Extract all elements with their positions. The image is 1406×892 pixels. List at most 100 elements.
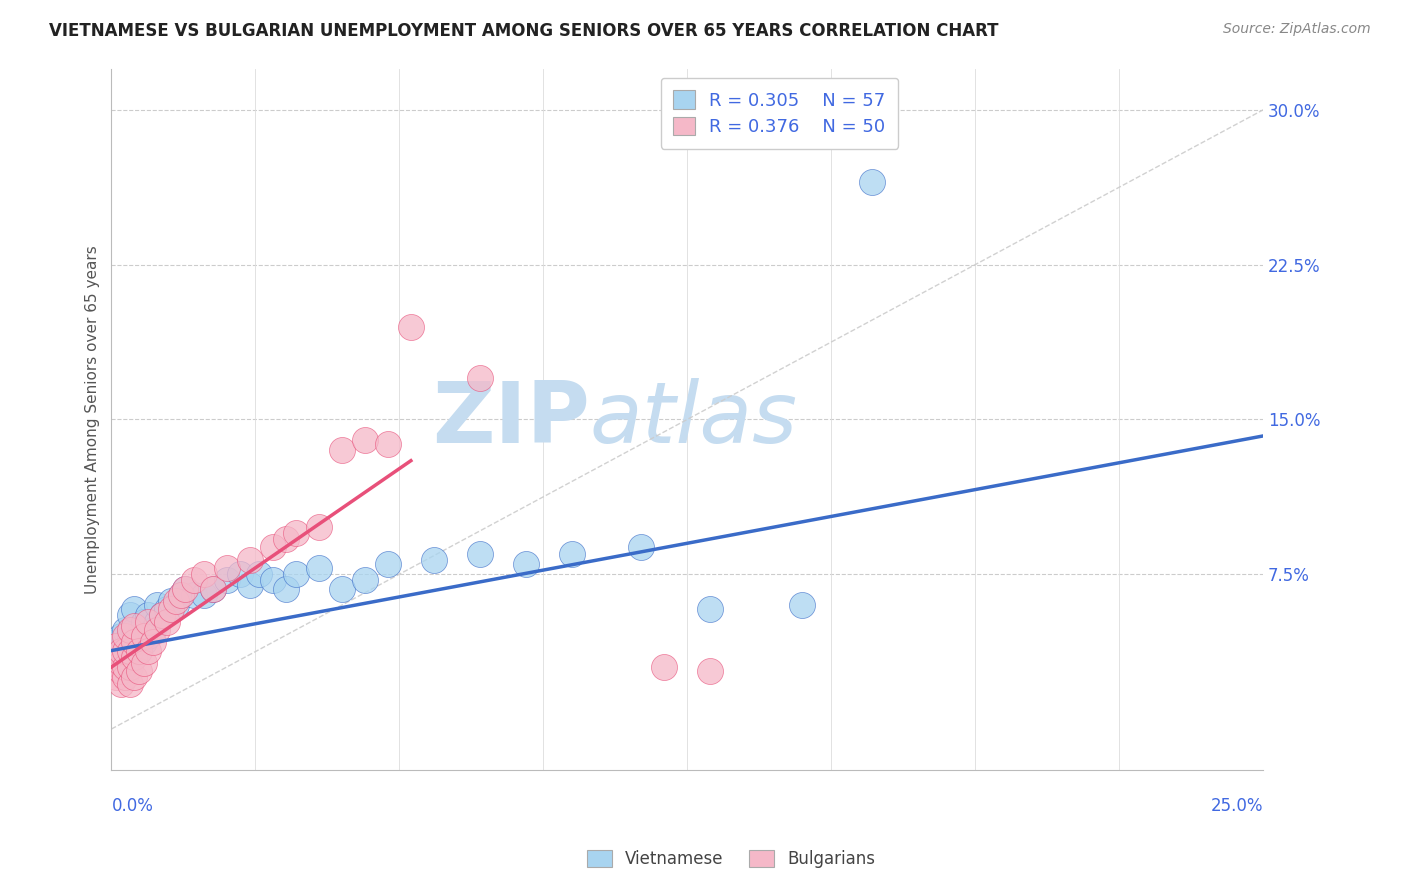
Point bbox=[165, 598, 187, 612]
Point bbox=[114, 660, 136, 674]
Point bbox=[136, 629, 159, 643]
Point bbox=[118, 676, 141, 690]
Point bbox=[652, 660, 675, 674]
Point bbox=[136, 608, 159, 623]
Point bbox=[132, 629, 155, 643]
Point bbox=[247, 567, 270, 582]
Point bbox=[118, 643, 141, 657]
Point bbox=[110, 656, 132, 670]
Point bbox=[105, 635, 128, 649]
Point bbox=[132, 635, 155, 649]
Point bbox=[136, 615, 159, 629]
Point bbox=[124, 602, 146, 616]
Point bbox=[105, 660, 128, 674]
Point bbox=[124, 623, 146, 637]
Point bbox=[215, 574, 238, 588]
Point bbox=[118, 608, 141, 623]
Point bbox=[860, 175, 883, 189]
Point bbox=[118, 656, 141, 670]
Point bbox=[110, 643, 132, 657]
Point bbox=[183, 574, 205, 588]
Point bbox=[276, 582, 298, 596]
Point bbox=[114, 629, 136, 643]
Legend: Vietnamese, Bulgarians: Vietnamese, Bulgarians bbox=[581, 843, 882, 875]
Text: Source: ZipAtlas.com: Source: ZipAtlas.com bbox=[1223, 22, 1371, 37]
Point bbox=[124, 635, 146, 649]
Point bbox=[105, 643, 128, 657]
Point bbox=[124, 649, 146, 664]
Point bbox=[169, 588, 191, 602]
Point bbox=[118, 623, 141, 637]
Point bbox=[110, 676, 132, 690]
Point bbox=[215, 561, 238, 575]
Text: 25.0%: 25.0% bbox=[1211, 797, 1263, 815]
Point bbox=[142, 635, 165, 649]
Point bbox=[262, 574, 284, 588]
Point bbox=[377, 557, 399, 571]
Point bbox=[165, 594, 187, 608]
Point bbox=[150, 608, 173, 623]
Point bbox=[128, 643, 150, 657]
Point bbox=[193, 588, 215, 602]
Point bbox=[110, 656, 132, 670]
Point bbox=[792, 598, 814, 612]
Point bbox=[160, 594, 183, 608]
Point bbox=[699, 664, 721, 678]
Point bbox=[124, 619, 146, 633]
Point bbox=[105, 640, 128, 654]
Point bbox=[353, 433, 375, 447]
Point bbox=[105, 670, 128, 684]
Point bbox=[146, 598, 169, 612]
Text: atlas: atlas bbox=[589, 378, 797, 461]
Point bbox=[114, 660, 136, 674]
Point bbox=[308, 561, 330, 575]
Point bbox=[105, 649, 128, 664]
Point bbox=[136, 643, 159, 657]
Point bbox=[128, 664, 150, 678]
Point bbox=[276, 532, 298, 546]
Point bbox=[118, 629, 141, 643]
Point bbox=[114, 649, 136, 664]
Point bbox=[146, 623, 169, 637]
Point bbox=[114, 670, 136, 684]
Point bbox=[128, 643, 150, 657]
Point bbox=[174, 582, 197, 596]
Point bbox=[118, 643, 141, 657]
Point bbox=[239, 577, 262, 591]
Point bbox=[128, 629, 150, 643]
Point bbox=[229, 567, 252, 582]
Point bbox=[105, 649, 128, 664]
Point bbox=[183, 588, 205, 602]
Point bbox=[423, 553, 446, 567]
Point bbox=[160, 602, 183, 616]
Point bbox=[110, 664, 132, 678]
Point bbox=[124, 670, 146, 684]
Point bbox=[377, 437, 399, 451]
Point bbox=[114, 643, 136, 657]
Text: ZIP: ZIP bbox=[432, 378, 589, 461]
Point bbox=[284, 567, 307, 582]
Point bbox=[110, 643, 132, 657]
Point bbox=[193, 567, 215, 582]
Point bbox=[132, 656, 155, 670]
Point bbox=[110, 629, 132, 643]
Point bbox=[114, 635, 136, 649]
Point bbox=[330, 582, 353, 596]
Point bbox=[561, 547, 583, 561]
Point bbox=[169, 588, 191, 602]
Point bbox=[308, 520, 330, 534]
Point bbox=[284, 525, 307, 540]
Text: VIETNAMESE VS BULGARIAN UNEMPLOYMENT AMONG SENIORS OVER 65 YEARS CORRELATION CHA: VIETNAMESE VS BULGARIAN UNEMPLOYMENT AMO… bbox=[49, 22, 998, 40]
Text: 0.0%: 0.0% bbox=[111, 797, 153, 815]
Point bbox=[399, 319, 422, 334]
Point bbox=[174, 582, 197, 596]
Point bbox=[124, 640, 146, 654]
Point bbox=[118, 660, 141, 674]
Point bbox=[201, 582, 224, 596]
Point bbox=[468, 547, 491, 561]
Y-axis label: Unemployment Among Seniors over 65 years: Unemployment Among Seniors over 65 years bbox=[86, 245, 100, 594]
Point bbox=[110, 664, 132, 678]
Legend: R = 0.305    N = 57, R = 0.376    N = 50: R = 0.305 N = 57, R = 0.376 N = 50 bbox=[661, 78, 898, 149]
Point bbox=[156, 615, 179, 629]
Point bbox=[150, 608, 173, 623]
